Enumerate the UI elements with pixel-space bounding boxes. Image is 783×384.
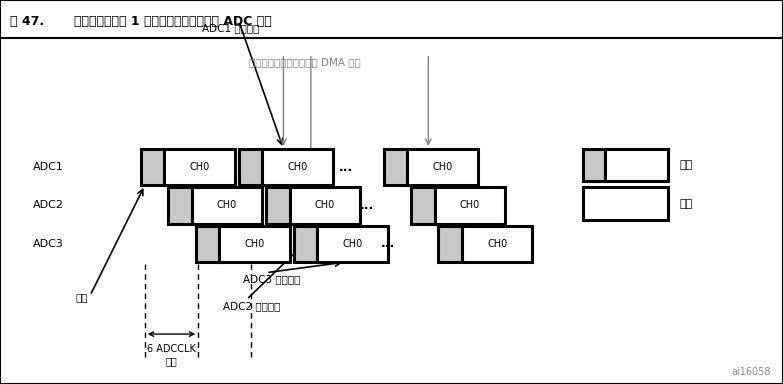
Text: ADC2: ADC2 — [33, 200, 64, 210]
Text: CH0: CH0 — [487, 239, 507, 249]
Text: ADC1: ADC1 — [34, 162, 64, 172]
Text: CH0: CH0 — [432, 162, 453, 172]
Bar — [294, 226, 317, 262]
Text: CH0: CH0 — [189, 162, 210, 172]
Bar — [290, 187, 360, 223]
Text: ai16058: ai16058 — [732, 367, 771, 377]
Text: ADC2 转换结束: ADC2 转换结束 — [223, 301, 280, 311]
Bar — [192, 187, 262, 223]
Bar — [266, 187, 290, 223]
Text: 6 ADCCLK: 6 ADCCLK — [147, 344, 196, 354]
Text: ...: ... — [381, 237, 395, 250]
Bar — [164, 149, 235, 185]
Bar — [407, 149, 478, 185]
Bar — [435, 187, 505, 223]
Text: 连续转换模式下 1 通道的交替模式：三重 ADC 模式: 连续转换模式下 1 通道的交替模式：三重 ADC 模式 — [74, 15, 272, 28]
Text: CH0: CH0 — [315, 200, 335, 210]
Text: 图 47.: 图 47. — [10, 15, 45, 28]
Text: 转换: 转换 — [680, 199, 693, 209]
Bar — [605, 149, 668, 182]
Text: ADC3: ADC3 — [34, 239, 64, 249]
Bar — [411, 187, 435, 223]
Text: ADC3 转换结束: ADC3 转换结束 — [243, 275, 300, 285]
Text: ADC1 转换结束: ADC1 转换结束 — [202, 23, 260, 33]
Text: CH0: CH0 — [244, 239, 265, 249]
Bar — [196, 226, 219, 262]
Text: CH0: CH0 — [287, 162, 308, 172]
Text: 周期: 周期 — [165, 356, 178, 366]
Bar — [583, 149, 605, 182]
Text: CH0: CH0 — [217, 200, 237, 210]
Bar — [239, 149, 262, 185]
Bar — [141, 149, 164, 185]
Bar — [384, 149, 407, 185]
Text: CH0: CH0 — [460, 200, 480, 210]
Bar — [583, 187, 668, 220]
Text: 每进行两次转换发出一个 DMA 请求: 每进行两次转换发出一个 DMA 请求 — [250, 58, 361, 68]
Text: 采样: 采样 — [680, 160, 693, 170]
Text: ...: ... — [339, 161, 353, 174]
Text: ...: ... — [359, 199, 373, 212]
Bar — [317, 226, 388, 262]
Text: 触发: 触发 — [76, 292, 88, 302]
Bar — [462, 226, 532, 262]
Text: CH0: CH0 — [342, 239, 363, 249]
Bar — [438, 226, 462, 262]
Bar — [219, 226, 290, 262]
Bar — [168, 187, 192, 223]
Bar — [262, 149, 333, 185]
